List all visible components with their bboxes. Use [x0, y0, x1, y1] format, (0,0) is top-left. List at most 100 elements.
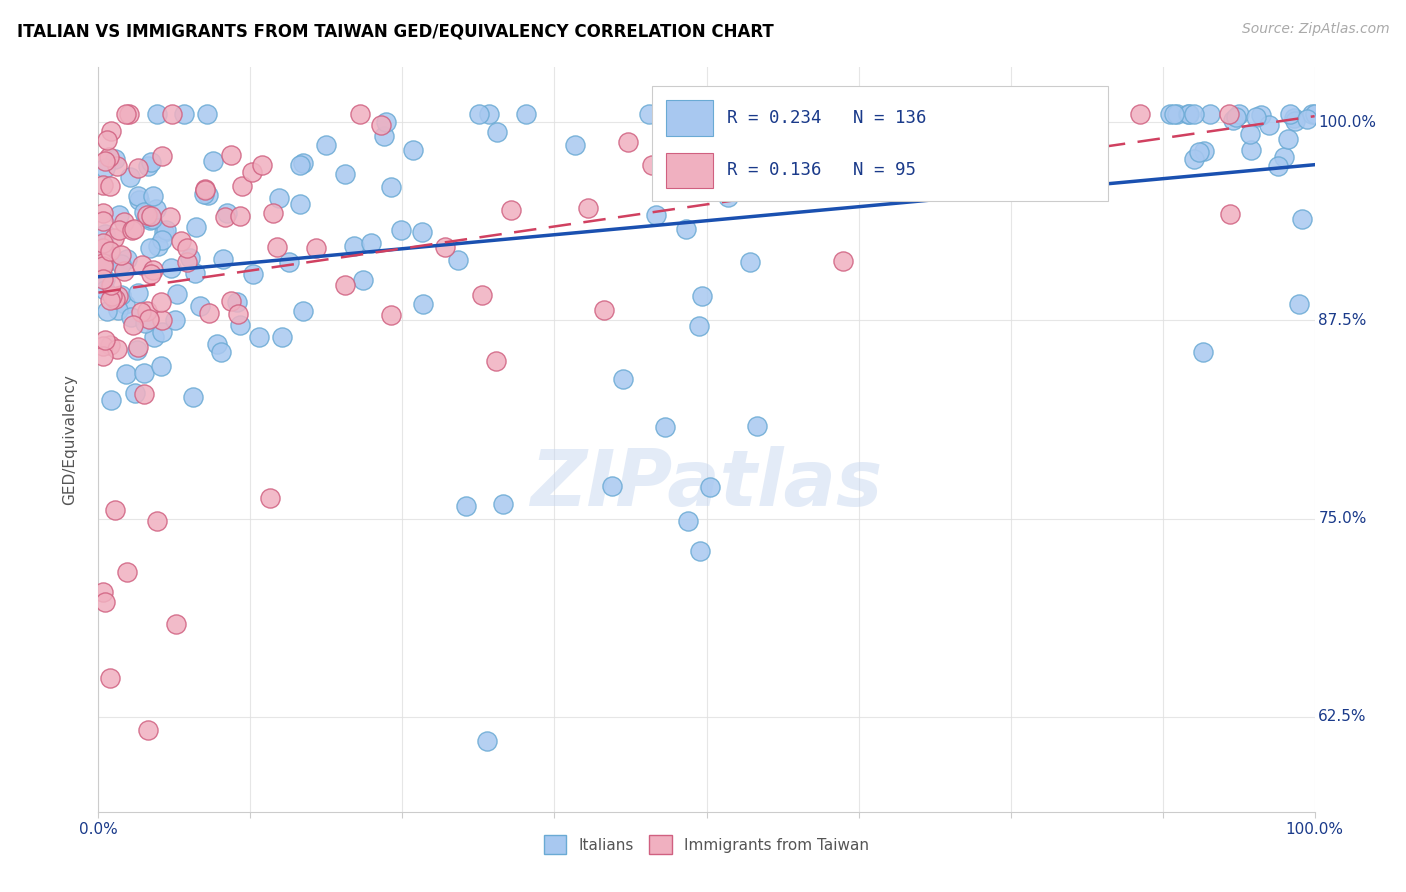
- Point: [198, 306, 221, 320]
- Point: [194, 181, 217, 195]
- Point: [240, 165, 263, 179]
- Point: [247, 330, 270, 344]
- FancyBboxPatch shape: [666, 101, 713, 136]
- Point: [1239, 127, 1261, 141]
- Point: [93, 239, 115, 253]
- Point: [291, 303, 314, 318]
- Point: [1001, 107, 1024, 121]
- Point: [1288, 296, 1310, 310]
- Point: [1166, 107, 1188, 121]
- Point: [373, 129, 395, 144]
- Point: [277, 255, 299, 269]
- Point: [219, 148, 242, 162]
- Point: [145, 202, 167, 216]
- Point: [389, 223, 412, 237]
- Point: [690, 289, 713, 303]
- Point: [103, 231, 125, 245]
- Point: [1219, 207, 1241, 221]
- Point: [104, 502, 127, 516]
- Point: [1192, 144, 1215, 158]
- Point: [93, 161, 115, 175]
- Point: [1182, 107, 1205, 121]
- Point: [1282, 112, 1305, 126]
- Point: [94, 272, 117, 286]
- Point: [150, 359, 173, 373]
- Point: [1301, 107, 1323, 121]
- Point: [115, 565, 138, 579]
- Point: [349, 107, 371, 121]
- Point: [186, 219, 208, 234]
- Point: [1191, 344, 1213, 359]
- Point: [745, 419, 768, 434]
- FancyBboxPatch shape: [666, 153, 713, 188]
- Text: Source: ZipAtlas.com: Source: ZipAtlas.com: [1241, 22, 1389, 37]
- Point: [484, 353, 506, 368]
- Point: [1159, 107, 1181, 121]
- Point: [226, 295, 249, 310]
- Point: [456, 499, 478, 513]
- Point: [124, 386, 146, 401]
- Point: [229, 209, 252, 223]
- Point: [170, 234, 193, 248]
- Text: R = 0.234   N = 136: R = 0.234 N = 136: [727, 110, 927, 128]
- Point: [91, 256, 114, 270]
- Point: [202, 154, 225, 169]
- Point: [173, 107, 195, 121]
- Text: 100.0%: 100.0%: [1319, 115, 1376, 130]
- Point: [142, 330, 165, 344]
- Point: [91, 206, 114, 220]
- Point: [150, 233, 173, 247]
- Point: [100, 671, 122, 685]
- Point: [179, 251, 201, 265]
- Point: [1284, 113, 1306, 128]
- Point: [333, 278, 356, 293]
- Point: [475, 734, 498, 748]
- Point: [136, 208, 159, 222]
- Point: [1296, 112, 1319, 127]
- Point: [153, 225, 176, 239]
- Point: [188, 299, 211, 313]
- Point: [617, 136, 640, 150]
- Point: [343, 239, 366, 253]
- Point: [105, 160, 128, 174]
- Point: [94, 154, 117, 169]
- Point: [492, 497, 515, 511]
- Point: [578, 201, 600, 215]
- Point: [110, 247, 132, 261]
- Point: [127, 161, 149, 176]
- Point: [288, 158, 311, 172]
- Point: [159, 211, 181, 225]
- Point: [94, 333, 117, 347]
- Point: [128, 193, 150, 207]
- Point: [159, 260, 181, 275]
- Point: [146, 514, 169, 528]
- FancyBboxPatch shape: [652, 86, 1108, 201]
- Point: [93, 594, 115, 608]
- Point: [699, 480, 721, 494]
- Point: [91, 349, 114, 363]
- Point: [1218, 107, 1240, 121]
- Point: [135, 303, 157, 318]
- Point: [96, 133, 118, 147]
- Point: [127, 285, 149, 300]
- Point: [142, 263, 165, 277]
- Point: [120, 310, 142, 325]
- Point: [290, 196, 312, 211]
- Point: [1277, 132, 1299, 146]
- Point: [242, 267, 264, 281]
- Point: [564, 137, 586, 152]
- Point: [112, 264, 135, 278]
- Point: [91, 178, 114, 193]
- Point: [471, 288, 494, 302]
- Point: [117, 252, 139, 266]
- Point: [689, 544, 711, 558]
- Point: [1129, 107, 1152, 121]
- Text: 87.5%: 87.5%: [1319, 313, 1367, 328]
- Point: [304, 241, 326, 255]
- Point: [335, 167, 357, 181]
- Point: [105, 342, 128, 356]
- Point: [139, 155, 162, 169]
- Text: ZIPatlas: ZIPatlas: [530, 446, 883, 522]
- Point: [638, 107, 661, 121]
- Point: [141, 267, 163, 281]
